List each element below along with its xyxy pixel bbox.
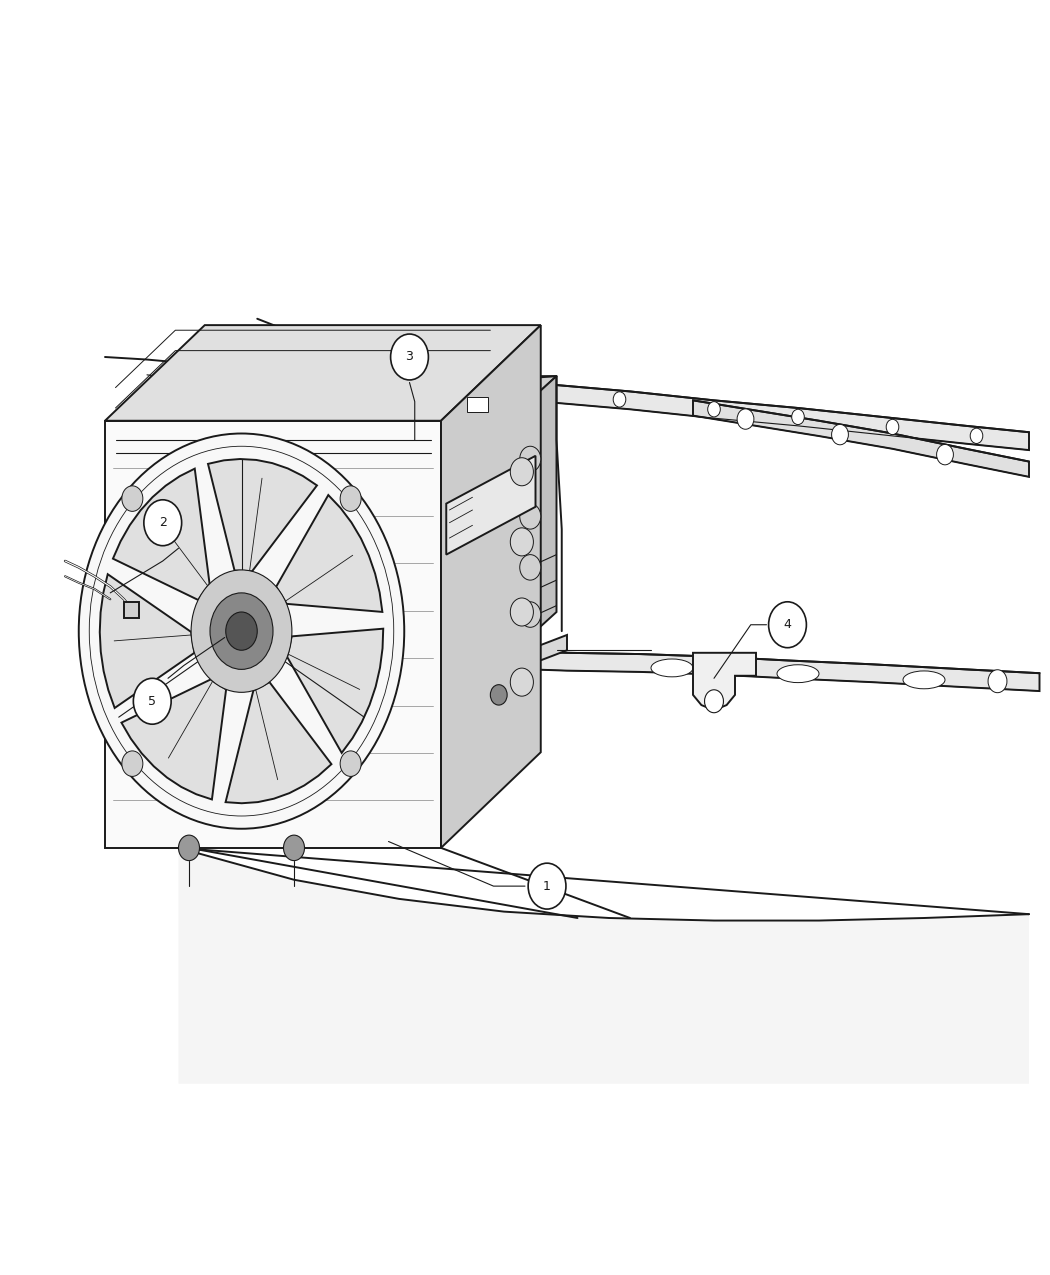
Polygon shape xyxy=(693,653,756,710)
Polygon shape xyxy=(122,680,226,799)
Circle shape xyxy=(510,458,533,486)
Circle shape xyxy=(832,425,848,445)
Circle shape xyxy=(792,409,804,425)
Circle shape xyxy=(178,835,200,861)
Circle shape xyxy=(133,678,171,724)
Circle shape xyxy=(988,669,1007,692)
Circle shape xyxy=(520,555,541,580)
Polygon shape xyxy=(276,495,382,612)
Polygon shape xyxy=(100,574,194,708)
Polygon shape xyxy=(178,848,1029,1084)
Circle shape xyxy=(435,381,447,397)
Circle shape xyxy=(705,690,723,713)
Circle shape xyxy=(970,428,983,444)
Circle shape xyxy=(737,409,754,430)
Polygon shape xyxy=(226,682,332,803)
Circle shape xyxy=(340,486,361,511)
Polygon shape xyxy=(467,635,567,689)
Circle shape xyxy=(510,668,533,696)
Circle shape xyxy=(351,380,363,395)
Polygon shape xyxy=(446,456,536,555)
Circle shape xyxy=(122,486,143,511)
Polygon shape xyxy=(693,400,1029,477)
Polygon shape xyxy=(124,602,139,618)
Circle shape xyxy=(769,602,806,648)
Circle shape xyxy=(510,598,533,626)
Polygon shape xyxy=(478,414,514,650)
Text: 3: 3 xyxy=(405,351,414,363)
Polygon shape xyxy=(478,376,556,414)
Text: 4: 4 xyxy=(783,618,792,631)
Circle shape xyxy=(519,385,531,400)
Circle shape xyxy=(708,402,720,417)
Circle shape xyxy=(191,570,292,692)
Circle shape xyxy=(340,751,361,776)
Circle shape xyxy=(886,419,899,435)
Polygon shape xyxy=(208,459,317,571)
Ellipse shape xyxy=(903,671,945,688)
Ellipse shape xyxy=(777,664,819,682)
Circle shape xyxy=(528,863,566,909)
Circle shape xyxy=(391,334,428,380)
Polygon shape xyxy=(514,376,556,650)
Text: 1: 1 xyxy=(543,880,551,892)
Text: 5: 5 xyxy=(148,695,156,708)
Circle shape xyxy=(613,391,626,407)
Circle shape xyxy=(210,593,273,669)
Circle shape xyxy=(520,504,541,529)
Polygon shape xyxy=(105,421,441,848)
Circle shape xyxy=(520,446,541,472)
Circle shape xyxy=(144,500,182,546)
Polygon shape xyxy=(231,379,1029,450)
FancyBboxPatch shape xyxy=(467,397,488,412)
Circle shape xyxy=(937,445,953,465)
Ellipse shape xyxy=(651,659,693,677)
Circle shape xyxy=(79,434,404,829)
Circle shape xyxy=(490,685,507,705)
Circle shape xyxy=(284,835,304,861)
Circle shape xyxy=(226,612,257,650)
Circle shape xyxy=(122,751,143,776)
Polygon shape xyxy=(113,469,210,601)
Circle shape xyxy=(520,602,541,627)
Circle shape xyxy=(288,382,300,398)
Polygon shape xyxy=(494,650,1040,691)
Polygon shape xyxy=(288,629,383,752)
Circle shape xyxy=(510,528,533,556)
Text: 2: 2 xyxy=(159,516,167,529)
Polygon shape xyxy=(441,325,541,848)
Polygon shape xyxy=(105,325,541,421)
